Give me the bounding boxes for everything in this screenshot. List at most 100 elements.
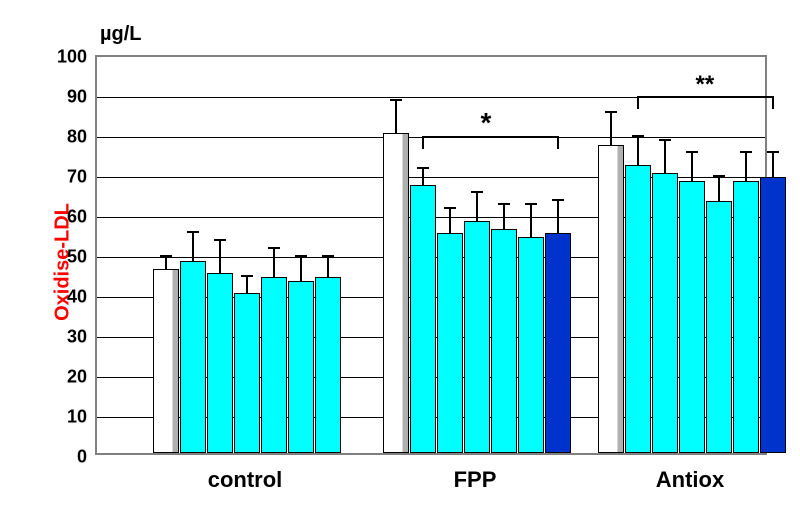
bar bbox=[625, 165, 651, 453]
error-bar bbox=[327, 257, 329, 277]
error-cap bbox=[632, 135, 644, 137]
chart-container: Oxidise-LDL µg/L 0102030405060708090100*… bbox=[0, 0, 800, 523]
error-bar bbox=[530, 205, 532, 237]
error-bar bbox=[772, 153, 774, 177]
bar bbox=[315, 277, 341, 453]
error-cap bbox=[498, 203, 510, 205]
error-bar bbox=[219, 241, 221, 273]
x-axis-label: control bbox=[208, 467, 283, 493]
error-cap bbox=[740, 151, 752, 153]
significance-label: * bbox=[481, 107, 492, 139]
bar-rect bbox=[315, 277, 341, 453]
bar-rect bbox=[410, 185, 436, 453]
y-tick-label: 40 bbox=[67, 287, 97, 308]
bar-rect bbox=[180, 261, 206, 453]
bar bbox=[760, 177, 786, 453]
error-bar bbox=[503, 205, 505, 229]
bar-rect bbox=[234, 293, 260, 453]
bar bbox=[598, 145, 624, 453]
error-bar bbox=[422, 169, 424, 185]
bar-rect bbox=[288, 281, 314, 453]
x-axis-label: Antiox bbox=[656, 467, 724, 493]
y-tick-label: 90 bbox=[67, 87, 97, 108]
error-cap bbox=[525, 203, 537, 205]
bar bbox=[153, 269, 179, 453]
y-tick-label: 70 bbox=[67, 167, 97, 188]
bar-group bbox=[598, 145, 787, 453]
error-bar bbox=[664, 141, 666, 173]
error-bar bbox=[192, 233, 194, 261]
error-bar bbox=[610, 113, 612, 145]
error-cap bbox=[552, 199, 564, 201]
error-cap bbox=[686, 151, 698, 153]
bar bbox=[180, 261, 206, 453]
error-bar bbox=[246, 277, 248, 293]
bar-rect bbox=[598, 145, 624, 453]
error-bar bbox=[476, 193, 478, 221]
bar bbox=[261, 277, 287, 453]
error-cap bbox=[444, 207, 456, 209]
error-cap bbox=[214, 239, 226, 241]
bar bbox=[288, 281, 314, 453]
y-tick-label: 30 bbox=[67, 327, 97, 348]
error-cap bbox=[417, 167, 429, 169]
bar-rect bbox=[261, 277, 287, 453]
bar-group bbox=[383, 133, 572, 453]
bar-rect bbox=[760, 177, 786, 453]
error-cap bbox=[187, 231, 199, 233]
bar bbox=[652, 173, 678, 453]
significance-label: ** bbox=[696, 71, 715, 99]
bar bbox=[545, 233, 571, 453]
error-cap bbox=[160, 255, 172, 257]
bar bbox=[679, 181, 705, 453]
error-bar bbox=[691, 153, 693, 181]
error-bar bbox=[557, 201, 559, 233]
error-bar bbox=[273, 249, 275, 277]
plot-area: 0102030405060708090100*** bbox=[95, 55, 767, 455]
bar-rect bbox=[491, 229, 517, 453]
error-bar bbox=[395, 101, 397, 133]
bar-rect bbox=[679, 181, 705, 453]
bar-rect bbox=[153, 269, 179, 453]
y-tick-label: 60 bbox=[67, 207, 97, 228]
bar bbox=[491, 229, 517, 453]
bar-rect bbox=[625, 165, 651, 453]
error-cap bbox=[390, 99, 402, 101]
units-label: µg/L bbox=[100, 23, 142, 46]
bar bbox=[518, 237, 544, 453]
y-tick-label: 50 bbox=[67, 247, 97, 268]
error-cap bbox=[268, 247, 280, 249]
bar-rect bbox=[545, 233, 571, 453]
error-cap bbox=[295, 255, 307, 257]
bar-rect bbox=[437, 233, 463, 453]
gridline bbox=[97, 97, 765, 98]
x-axis-label: FPP bbox=[454, 467, 497, 493]
bar-rect bbox=[706, 201, 732, 453]
error-bar bbox=[718, 177, 720, 201]
bar-rect bbox=[652, 173, 678, 453]
y-tick-label: 20 bbox=[67, 367, 97, 388]
error-cap bbox=[322, 255, 334, 257]
bar-rect bbox=[383, 133, 409, 453]
bar bbox=[207, 273, 233, 453]
y-tick-label: 100 bbox=[57, 47, 97, 68]
error-bar bbox=[745, 153, 747, 181]
error-cap bbox=[713, 175, 725, 177]
bar-rect bbox=[464, 221, 490, 453]
bar-rect bbox=[733, 181, 759, 453]
bar bbox=[383, 133, 409, 453]
bar bbox=[733, 181, 759, 453]
bar-group bbox=[153, 261, 342, 453]
error-bar bbox=[300, 257, 302, 281]
bar bbox=[410, 185, 436, 453]
bar bbox=[706, 201, 732, 453]
bar-rect bbox=[207, 273, 233, 453]
y-tick-label: 10 bbox=[67, 407, 97, 428]
error-bar bbox=[165, 257, 167, 269]
error-cap bbox=[241, 275, 253, 277]
bar bbox=[437, 233, 463, 453]
bar bbox=[464, 221, 490, 453]
error-cap bbox=[659, 139, 671, 141]
error-cap bbox=[605, 111, 617, 113]
y-tick-label: 0 bbox=[77, 447, 97, 468]
